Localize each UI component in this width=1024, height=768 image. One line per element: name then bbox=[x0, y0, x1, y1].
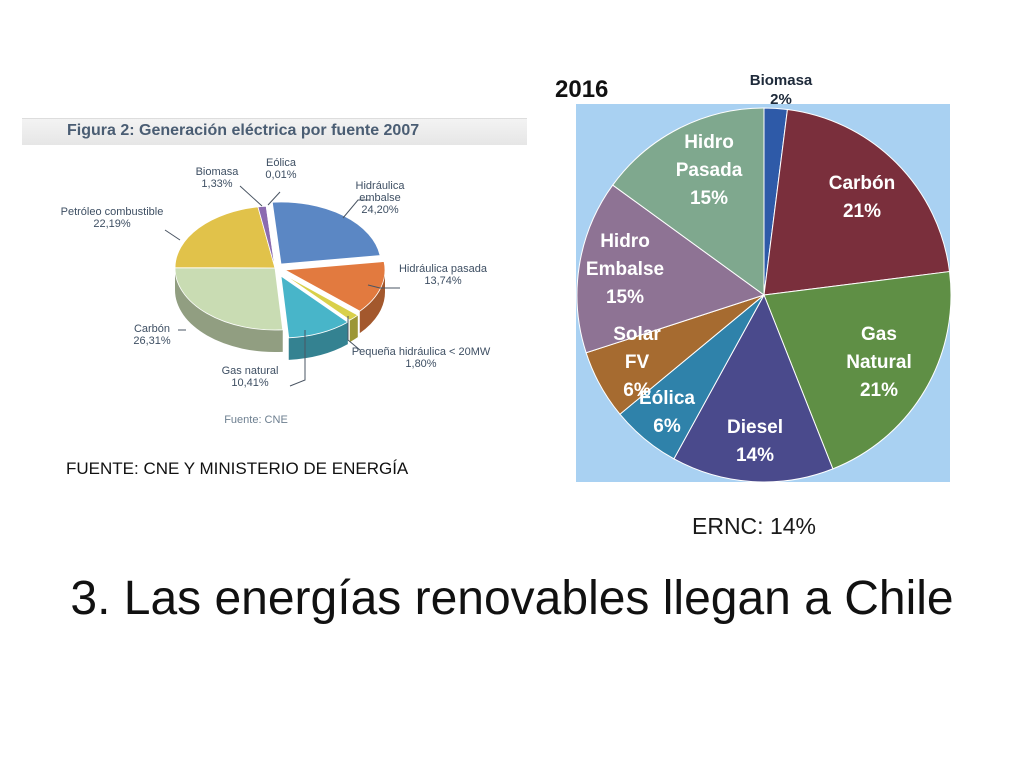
label-2007-value: 24,20% bbox=[361, 204, 399, 216]
label-2016-hidro-pasada: Hidro Pasada 15% bbox=[676, 132, 743, 209]
slice-2007-pequena-hidraulica-20mw bbox=[282, 273, 359, 321]
label-2016-value: 21% bbox=[843, 201, 881, 222]
label-2007-value: 22,19% bbox=[93, 218, 131, 230]
label-2016-name: FV bbox=[625, 352, 650, 373]
biomasa-2016-label: Biomasa 2% bbox=[736, 71, 826, 109]
label-2007-name: Biomasa bbox=[196, 166, 240, 178]
label-2016-value: 15% bbox=[690, 188, 728, 209]
label-2016-name: Hidro bbox=[600, 231, 650, 252]
pie-2007-leaders bbox=[164, 185, 400, 387]
label-2016-value: 14% bbox=[736, 445, 774, 466]
label-2007-name: embalse bbox=[359, 192, 401, 204]
label-2007-biomasa: Biomasa 1,33% bbox=[196, 166, 240, 190]
label-2016-name: Carbón bbox=[829, 173, 896, 194]
slice-2007-biomasa bbox=[257, 205, 276, 269]
slice-2016-gas-natural bbox=[763, 271, 952, 470]
pie-2007-labels: Hidráulica embalse 24,20% Hidráulica pasada… bbox=[61, 157, 491, 389]
label-2007-value: 0,01% bbox=[265, 169, 296, 181]
slice-2007-petroleo-combustible bbox=[174, 206, 276, 269]
label-2016-name: Hidro bbox=[684, 132, 734, 153]
depth-2007-gas-natural bbox=[288, 322, 348, 360]
label-2007-name: Petróleo combustible bbox=[61, 206, 164, 218]
slice-2007-eolica bbox=[265, 205, 276, 269]
depth-2007-hidraulica-pasada bbox=[359, 270, 385, 334]
label-2016-name: Solar bbox=[613, 324, 661, 345]
label-2016-diesel: Diesel 14% bbox=[727, 417, 783, 466]
label-2007-hidraulica-pasada: Hidráulica pasada 13,74% bbox=[399, 263, 488, 287]
leader-2007-eolica bbox=[267, 191, 281, 206]
label-2016-eolica: Eólica 6% bbox=[639, 388, 695, 437]
slice-2007-carbon bbox=[174, 267, 284, 331]
slide-title: 3. Las energías renovables llegan a Chil… bbox=[70, 572, 954, 625]
label-2007-pequena-hidraulica-20mw: Pequeña hidráulica < 20MW 1,80% bbox=[352, 346, 491, 370]
depth-2007-carbon bbox=[175, 268, 283, 352]
leader-2007-petroleo-combustible bbox=[164, 229, 181, 241]
figure-2007-title-bar: Figura 2: Generación eléctrica por fuent… bbox=[22, 118, 527, 145]
label-2016-name: Natural bbox=[846, 352, 911, 373]
depth-2007-pequena-hidraulica-20mw bbox=[349, 315, 358, 343]
figure-2007-source: Fuente: CNE bbox=[224, 414, 288, 426]
leader-2007-hidraulica-pasada bbox=[367, 284, 400, 289]
slice-2016-biomasa bbox=[763, 107, 788, 296]
slice-2016-solar-fv bbox=[585, 294, 765, 415]
label-2007-carbon: Carbón 26,31% bbox=[133, 323, 171, 347]
label-2007-petroleo-combustible: Petróleo combustible 22,19% bbox=[61, 206, 164, 230]
pie-2007-depth bbox=[175, 268, 385, 360]
label-2007-name: Pequeña hidráulica < 20MW bbox=[352, 346, 491, 358]
biomasa-2016-value: 2% bbox=[770, 91, 792, 108]
leader-2007-pequena-hidraulica-20mw bbox=[347, 316, 361, 351]
label-2016-name: Eólica bbox=[639, 388, 695, 409]
label-2016-name: Diesel bbox=[727, 417, 783, 438]
chart-2016-background bbox=[576, 104, 950, 482]
figure-2007-title: Figura 2: Generación eléctrica por fuent… bbox=[67, 122, 420, 139]
label-2016-value: 21% bbox=[860, 380, 898, 401]
label-2016-name: Embalse bbox=[586, 259, 664, 280]
slice-2016-hidro-pasada bbox=[612, 107, 765, 296]
label-2016-hidro-embalse: Hidro Embalse 15% bbox=[586, 231, 664, 308]
label-2007-value: 13,74% bbox=[424, 275, 462, 287]
leader-2007-hidraulica-embalse bbox=[342, 199, 370, 219]
label-2007-value: 26,31% bbox=[133, 335, 171, 347]
source-note: FUENTE: CNE Y MINISTERIO DE ENERGÍA bbox=[66, 459, 409, 478]
label-2016-gas-natural: Gas Natural 21% bbox=[846, 324, 911, 401]
label-2007-value: 1,33% bbox=[201, 178, 232, 190]
slice-2016-eolica bbox=[619, 294, 765, 460]
label-2016-name: Pasada bbox=[676, 160, 743, 181]
slice-2016-carbon bbox=[763, 108, 951, 296]
label-2007-value: 1,80% bbox=[405, 358, 436, 370]
label-2007-eolica: Eólica 0,01% bbox=[265, 157, 296, 181]
label-2007-gas-natural: Gas natural 10,41% bbox=[222, 365, 279, 389]
pie-2016-slices bbox=[576, 107, 952, 483]
slice-2016-hidro-embalse bbox=[576, 184, 766, 354]
leader-2007-gas-natural bbox=[289, 330, 306, 387]
pie-2016-labels: Carbón 21%Gas Natural 21%Diesel 14%Eólica 6%S… bbox=[586, 132, 912, 466]
label-2007-name: Hidráulica bbox=[356, 180, 406, 192]
label-2007-name: Gas natural bbox=[222, 365, 279, 377]
slice-2007-gas-natural bbox=[280, 275, 349, 339]
pie-2007-slices bbox=[174, 201, 386, 339]
label-2016-value: 15% bbox=[606, 287, 644, 308]
label-2007-name: Hidráulica pasada bbox=[399, 263, 488, 275]
biomasa-2016-name: Biomasa bbox=[749, 72, 813, 89]
label-2007-hidraulica-embalse: Hidráulica embalse 24,20% bbox=[356, 180, 406, 216]
label-2016-value: 6% bbox=[653, 416, 681, 437]
label-2016-carbon: Carbón 21% bbox=[829, 173, 896, 222]
label-2007-value: 10,41% bbox=[231, 377, 269, 389]
label-2016-solar-fv: Solar FV 6% bbox=[613, 324, 661, 401]
slice-2007-hidraulica-pasada bbox=[283, 261, 386, 312]
label-2016-name: Gas bbox=[861, 324, 897, 345]
label-2007-name: Carbón bbox=[134, 323, 170, 335]
slice-2016-diesel bbox=[673, 293, 834, 483]
label-2016-value: 6% bbox=[623, 380, 651, 401]
label-2007-name: Eólica bbox=[266, 157, 297, 169]
slice-2007-hidraulica-embalse bbox=[271, 201, 381, 265]
leader-2007-biomasa bbox=[239, 185, 263, 207]
ernc-label: ERNC: 14% bbox=[692, 513, 816, 539]
chart-2016-title: 2016 bbox=[555, 76, 609, 103]
